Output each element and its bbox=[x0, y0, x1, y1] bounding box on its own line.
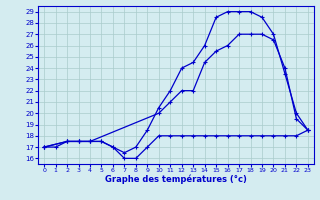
X-axis label: Graphe des températures (°c): Graphe des températures (°c) bbox=[105, 175, 247, 184]
